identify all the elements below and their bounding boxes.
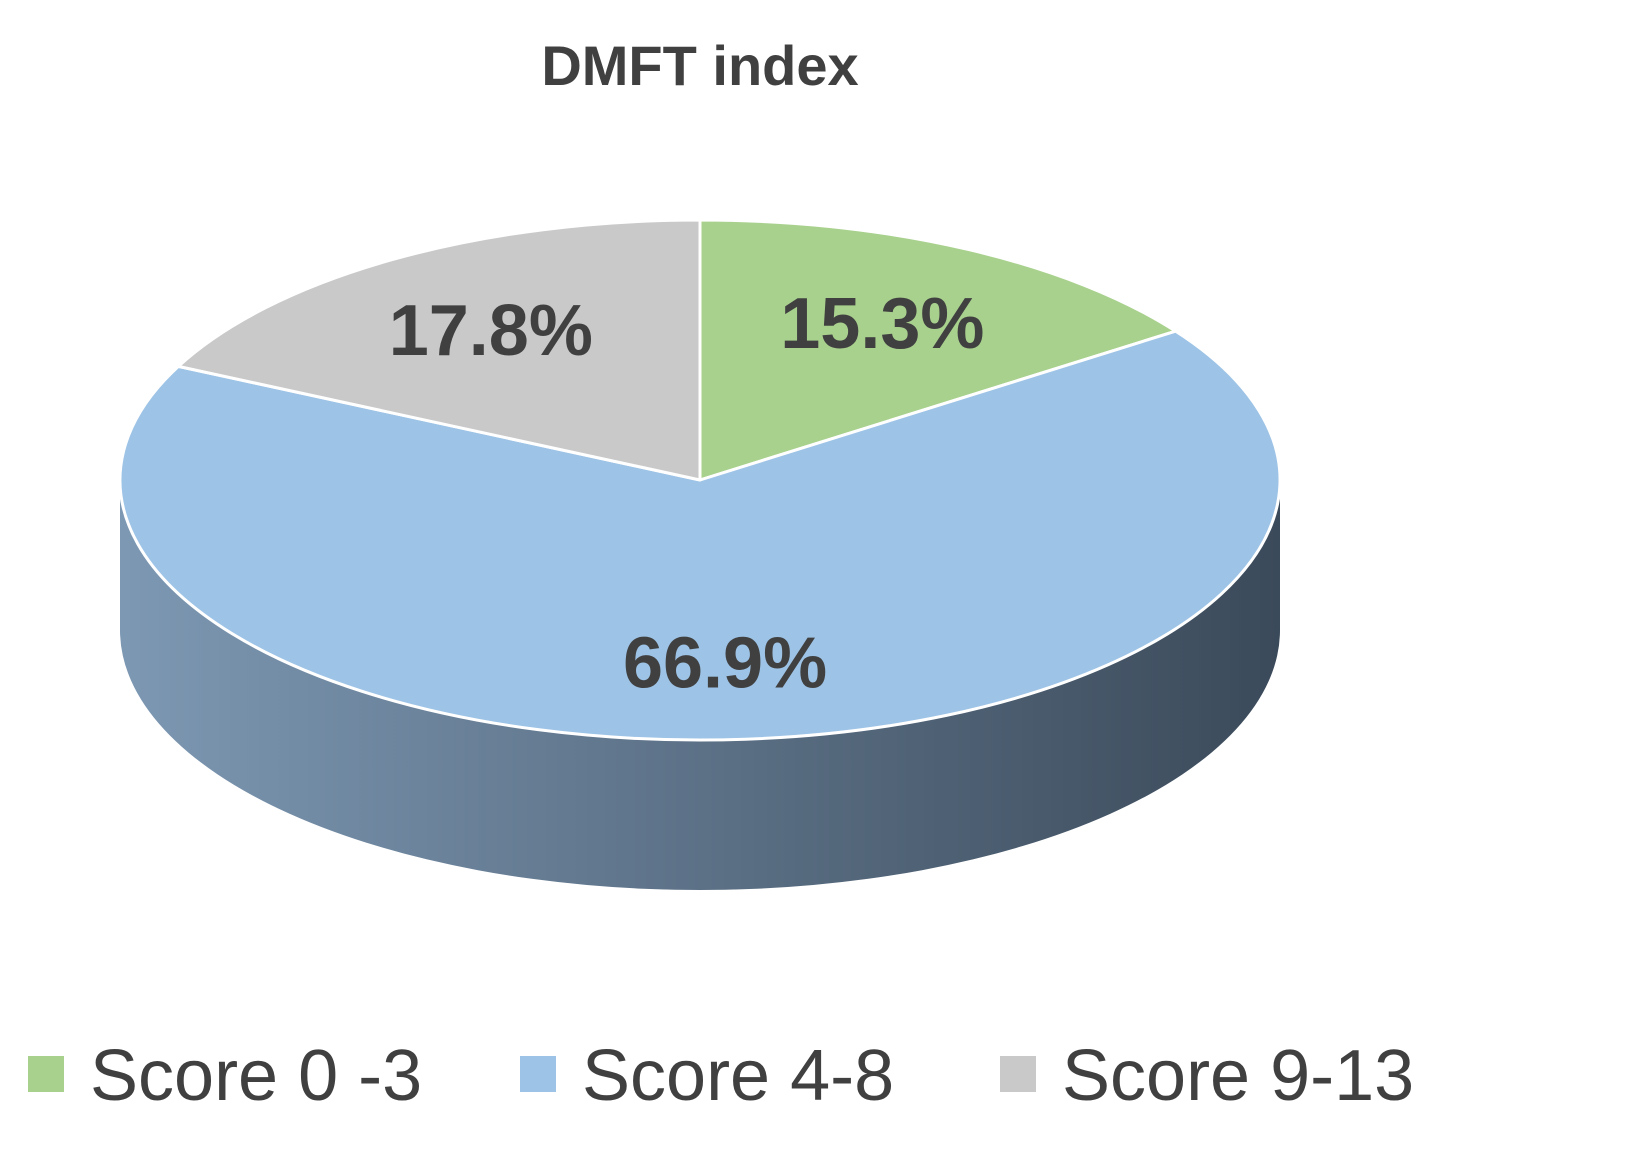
legend-swatch-3 (1000, 1056, 1036, 1092)
legend-item-1: Score 0 -3 (28, 1036, 422, 1116)
data-label-3: 17.8% (389, 291, 593, 371)
pie-slice-1 (698, 218, 1178, 482)
pie-side (120, 480, 1280, 890)
legend: Score 0 -3 Score 4-8 Score 9-13 (28, 1036, 1414, 1116)
pie-slices (118, 218, 1282, 742)
data-label-1: 15.3% (780, 284, 984, 364)
legend-item-2: Score 4-8 (520, 1036, 894, 1116)
legend-label-1: Score 0 -3 (90, 1036, 422, 1116)
pie-side-wall (120, 480, 1280, 890)
legend-item-3: Score 9-13 (1000, 1036, 1414, 1116)
legend-swatch-2 (520, 1056, 556, 1092)
pie-slice-2 (118, 329, 1282, 742)
pie-slice-3 (176, 218, 702, 482)
legend-label-2: Score 4-8 (582, 1036, 894, 1116)
legend-label-3: Score 9-13 (1062, 1036, 1414, 1116)
data-label-2: 66.9% (623, 624, 827, 704)
chart-title: DMFT index (541, 34, 858, 97)
pie-data-labels: 15.3% 66.9% 17.8% (389, 284, 985, 703)
legend-swatch-1 (28, 1056, 64, 1092)
